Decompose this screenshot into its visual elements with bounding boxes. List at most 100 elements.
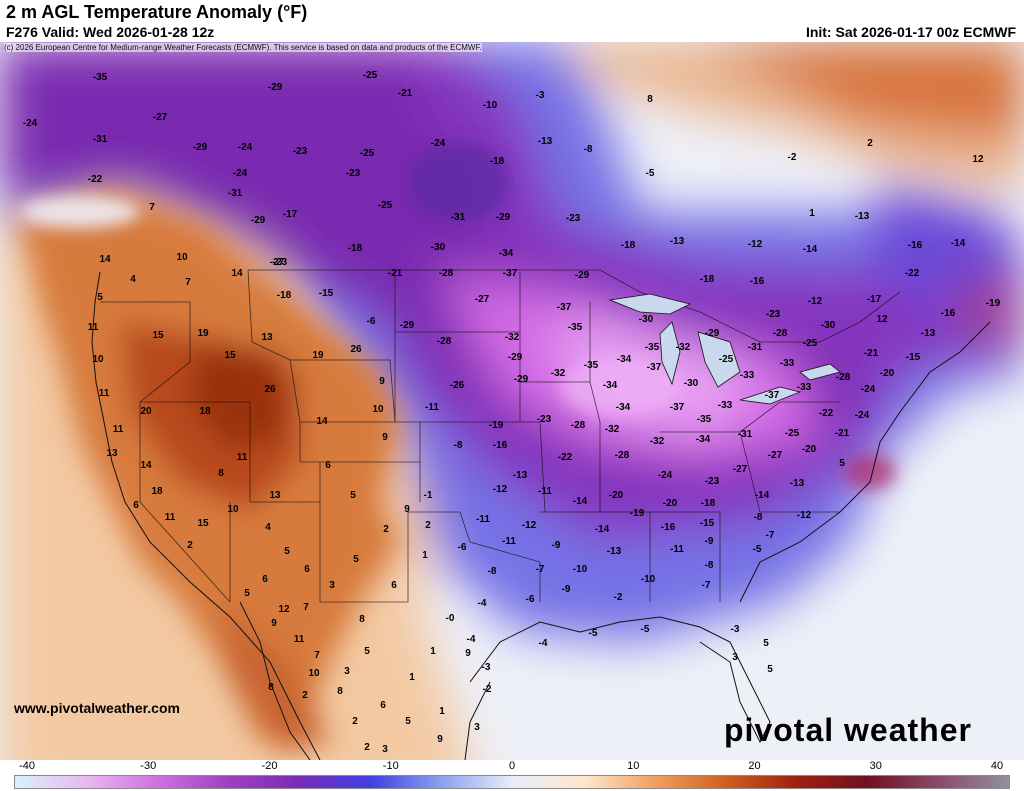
anomaly-value-label: 7 (185, 277, 191, 288)
anomaly-value-label: -24 (861, 384, 876, 395)
anomaly-value-label: -33 (797, 382, 812, 393)
anomaly-value-label: -29 (496, 212, 511, 223)
anomaly-value-label: -17 (867, 294, 882, 305)
colorbar-tick: 20 (748, 760, 761, 772)
anomaly-value-label: -18 (490, 156, 505, 167)
anomaly-value-label: -29 (514, 374, 529, 385)
anomaly-value-label: -18 (348, 243, 363, 254)
anomaly-value-label: -27 (768, 450, 783, 461)
anomaly-value-label: -16 (941, 308, 956, 319)
anomaly-value-label: -27 (475, 294, 490, 305)
anomaly-value-label: 4 (130, 274, 136, 285)
anomaly-value-label: -34 (696, 434, 711, 445)
anomaly-value-label: -25 (719, 354, 734, 365)
anomaly-value-label: 5 (353, 554, 359, 565)
anomaly-value-label: -2 (483, 684, 492, 695)
anomaly-value-label: 2 (302, 690, 308, 701)
anomaly-value-label: -29 (508, 352, 523, 363)
anomaly-value-label: 8 (647, 94, 653, 105)
anomaly-value-label: -16 (493, 440, 508, 451)
anomaly-value-label: -7 (536, 564, 545, 575)
anomaly-value-label: -14 (755, 490, 770, 501)
anomaly-value-label: 5 (405, 716, 411, 727)
anomaly-value-label: -21 (398, 88, 413, 99)
anomaly-value-label: -14 (595, 524, 610, 535)
anomaly-value-label: 15 (224, 350, 236, 361)
anomaly-value-label: -32 (505, 332, 520, 343)
anomaly-value-label: 6 (262, 574, 268, 585)
anomaly-value-label: -35 (568, 322, 583, 333)
anomaly-value-label: 20 (140, 406, 152, 417)
anomaly-value-label: -25 (785, 428, 800, 439)
anomaly-value-label: -28 (615, 450, 630, 461)
anomaly-value-label: 18 (151, 486, 163, 497)
anomaly-value-label: 9 (404, 504, 410, 515)
anomaly-value-label: -24 (855, 410, 870, 421)
anomaly-value-label: -5 (589, 628, 598, 639)
anomaly-value-label: -11 (538, 486, 552, 497)
colorbar-tick: -40 (19, 760, 35, 772)
anomaly-value-label: -28 (571, 420, 586, 431)
anomaly-value-label: 5 (97, 292, 103, 303)
map-title: 2 m AGL Temperature Anomaly (°F) (6, 2, 308, 22)
anomaly-value-label: -2 (614, 592, 623, 603)
anomaly-value-label: 14 (99, 254, 111, 265)
anomaly-value-label: 26 (350, 344, 362, 355)
copyright-notice: (c) 2026 European Centre for Medium-rang… (4, 43, 482, 52)
anomaly-value-label: -13 (670, 236, 685, 247)
anomaly-value-label: -11 (425, 402, 439, 413)
anomaly-value-label: 11 (165, 512, 176, 523)
anomaly-value-label: -27 (733, 464, 748, 475)
anomaly-value-label: 13 (106, 448, 118, 459)
anomaly-value-label: -29 (400, 320, 415, 331)
anomaly-value-label: 10 (92, 354, 104, 365)
anomaly-value-label: -32 (605, 424, 620, 435)
init-time: Init: Sat 2026-01-17 00z ECMWF (805, 24, 1016, 40)
anomaly-value-label: -5 (753, 544, 762, 555)
anomaly-value-label: -31 (228, 188, 243, 199)
anomaly-value-label: -12 (522, 520, 537, 531)
anomaly-value-label: 14 (316, 416, 328, 427)
anomaly-value-label: -23 (705, 476, 720, 487)
anomaly-value-label: -14 (951, 238, 966, 249)
anomaly-value-label: 5 (839, 458, 845, 469)
anomaly-value-label: -17 (283, 209, 298, 220)
anomaly-value-label: -37 (503, 268, 518, 279)
anomaly-value-label: -13 (607, 546, 622, 557)
anomaly-value-label: 2 (352, 716, 358, 727)
anomaly-value-label: 3 (732, 652, 738, 663)
anomaly-value-label: -16 (750, 276, 765, 287)
anomaly-value-label: 6 (133, 500, 139, 511)
anomaly-value-label: -9 (552, 540, 561, 551)
anomaly-value-label: 2 (364, 742, 370, 753)
anomaly-value-label: -19 (489, 420, 504, 431)
anomaly-value-label: 9 (437, 734, 443, 745)
website-url[interactable]: www.pivotalweather.com (14, 700, 180, 716)
anomaly-value-label: -10 (641, 574, 656, 585)
anomaly-value-label: -25 (360, 148, 375, 159)
colorbar-tick: 40 (990, 760, 1004, 772)
anomaly-value-label: -18 (277, 290, 292, 301)
anomaly-value-label: -31 (748, 342, 763, 353)
anomaly-value-label: -21 (388, 268, 403, 279)
anomaly-value-label: -23 (293, 146, 308, 157)
anomaly-value-label: -10 (483, 100, 498, 111)
anomaly-value-label: -21 (864, 348, 879, 359)
anomaly-value-label: -10 (573, 564, 588, 575)
colorbar-tick: -30 (140, 760, 157, 772)
anomaly-value-label: -34 (617, 354, 632, 365)
anomaly-value-label: -30 (684, 378, 699, 389)
anomaly-value-label: 10 (227, 504, 239, 515)
anomaly-value-label: 18 (199, 406, 211, 417)
state-borders (100, 269, 901, 603)
anomaly-value-label: 3 (344, 666, 350, 677)
anomaly-value-label: 26 (264, 384, 276, 395)
anomaly-value-label: -12 (748, 239, 763, 250)
anomaly-value-label: -12 (493, 484, 508, 495)
colorbar-tick: 30 (869, 760, 882, 772)
temperature-anomaly-map[interactable]: -35 -25 -29 -21 -3 -10 8 -27 -24 -31 -29 -24 -23 -25-… (0, 42, 1024, 760)
anomaly-value-label: 2 (425, 520, 431, 531)
anomaly-value-label: 5 (767, 664, 773, 675)
anomaly-value-label: 6 (380, 700, 386, 711)
anomaly-value-label: 2 (187, 540, 193, 551)
